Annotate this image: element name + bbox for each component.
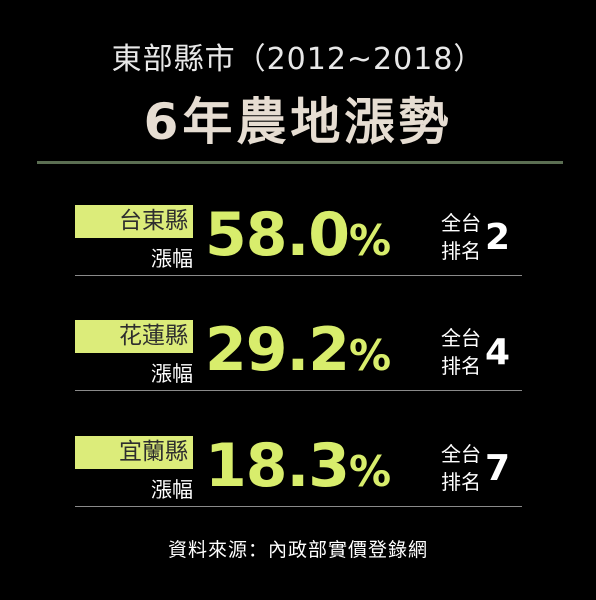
data-source: 資料來源：內政部實價登錄網 [167,539,428,561]
percent-sign: % [349,331,391,380]
rank-number: 7 [485,448,511,489]
increase-value: 58.0% [205,200,391,276]
increase-label: 漲幅 [151,247,193,271]
rank-label-line2: 排名 [441,354,481,378]
rank-label: 全台 排名 [435,209,481,265]
list-item: 花蓮縣 漲幅 29.2% 全台 排名 4 [75,312,522,407]
increase-label: 漲幅 [151,478,193,502]
rank-number: 4 [485,332,511,373]
rank-label-line1: 全台 [441,211,481,235]
rank-label-line2: 排名 [441,470,481,494]
percent-number: 18.3 [205,431,350,501]
divider [37,161,563,164]
percent-number: 58.0 [205,200,350,270]
rank-label-line1: 全台 [441,326,481,350]
county-label: 宜蘭縣 [75,436,193,469]
increase-value: 29.2% [205,315,391,391]
list-item: 宜蘭縣 漲幅 18.3% 全台 排名 7 [75,428,522,523]
list-item: 台東縣 漲幅 58.0% 全台 排名 2 [75,197,522,292]
rank-label: 全台 排名 [435,324,481,380]
rank-label-line1: 全台 [441,442,481,466]
county-label: 花蓮縣 [75,320,193,353]
rank-number: 2 [485,217,511,258]
percent-number: 29.2 [205,315,350,385]
page-title: 東部縣市（2012~2018） [111,42,485,77]
page-headline: 6年農地漲勢 [143,93,453,151]
county-label: 台東縣 [75,205,193,238]
percent-sign: % [349,447,391,496]
row-divider [75,506,522,507]
row-divider [75,390,522,391]
row-divider [75,275,522,276]
rank-label: 全台 排名 [435,440,481,496]
percent-sign: % [349,216,391,265]
increase-label: 漲幅 [151,362,193,386]
rank-label-line2: 排名 [441,239,481,263]
increase-value: 18.3% [205,431,391,507]
